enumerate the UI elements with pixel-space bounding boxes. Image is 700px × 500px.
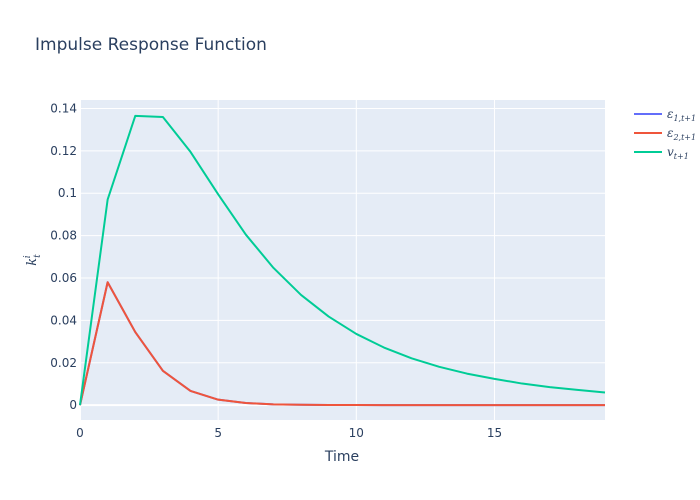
y-tick-label: 0.04 <box>50 313 77 327</box>
y-tick-label: 0.12 <box>50 144 77 158</box>
x-tick-label: 10 <box>349 426 364 440</box>
y-tick-label: 0 <box>69 398 77 412</box>
legend[interactable]: ε1,t+1 ε2,t+1 vt+1 <box>634 107 696 161</box>
x-tick-label: 15 <box>487 426 502 440</box>
y-axis-label: kti <box>23 254 43 266</box>
legend-label: ε1,t+1 <box>667 107 696 123</box>
legend-item-3[interactable]: vt+1 <box>634 145 689 161</box>
legend-label: vt+1 <box>667 145 689 161</box>
y-tick-label: 0.14 <box>50 101 77 115</box>
chart-title: Impulse Response Function <box>35 35 267 55</box>
series-lines <box>79 114 606 407</box>
legend-item-1[interactable]: ε1,t+1 <box>634 107 696 123</box>
y-tick-label: 0.06 <box>50 271 77 285</box>
svg-text:kti: kti <box>23 254 43 266</box>
legend-label: ε2,t+1 <box>667 126 696 142</box>
series-line-3 <box>79 114 606 406</box>
y-tick-label: 0.02 <box>50 356 77 370</box>
x-tick-label: 5 <box>214 426 222 440</box>
x-axis-ticks: 0 5 10 15 <box>76 426 502 440</box>
y-axis-ticks: 0 0.02 0.04 0.06 0.08 0.1 0.12 0.14 <box>50 101 77 412</box>
y-tick-label: 0.1 <box>58 186 77 200</box>
plot-area <box>80 100 605 420</box>
x-axis-label: Time <box>324 449 359 465</box>
x-tick-label: 0 <box>76 426 84 440</box>
series-line-2 <box>79 281 605 407</box>
legend-item-2[interactable]: ε2,t+1 <box>634 126 696 142</box>
y-tick-label: 0.08 <box>50 229 77 243</box>
